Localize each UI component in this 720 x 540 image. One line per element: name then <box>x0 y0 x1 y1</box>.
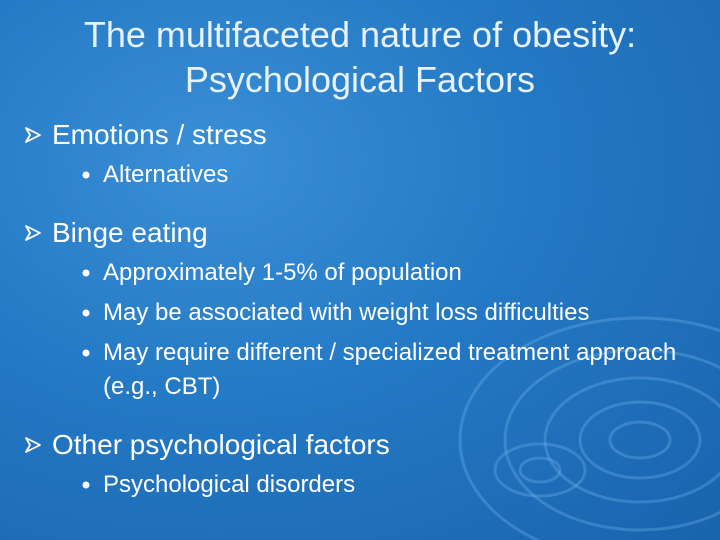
dot-bullet <box>82 171 90 179</box>
sub-bullet: Alternatives <box>82 158 704 192</box>
section: Binge eating Approximately 1-5% of popula… <box>24 216 704 404</box>
sub-bullet: May require different / specialized trea… <box>82 336 704 404</box>
sub-bullet-text: Psychological disorders <box>103 471 356 498</box>
section-text: Emotions / stress <box>52 119 267 150</box>
dot-bullet <box>82 481 90 489</box>
title: The multifaceted nature of obesity: Psyc… <box>0 12 720 102</box>
arrow-bullet <box>25 225 41 241</box>
title-line: The multifaceted nature of obesity: <box>83 14 637 55</box>
section: Emotions / stress Alternatives <box>24 118 704 192</box>
bullet-list: Emotions / stress Alternatives Binge eatin… <box>24 118 704 502</box>
sub-bullet-text: May require different / specialized trea… <box>103 339 677 400</box>
dot-bullet <box>82 269 90 277</box>
section: Other psychological factors Psychological… <box>24 428 704 502</box>
dot-bullet <box>82 349 90 357</box>
sub-bullet-text: Approximately 1-5% of population <box>103 259 462 286</box>
title-line: Psychological Factors <box>184 59 536 100</box>
section-heading: Other psychological factors <box>24 428 704 462</box>
sub-bullet: May be associated with weight loss diffi… <box>82 296 704 330</box>
arrow-bullet <box>25 127 41 143</box>
section-text: Other psychological factors <box>52 429 390 460</box>
arrow-bullet <box>25 437 41 453</box>
dot-bullet <box>82 309 90 317</box>
section-heading: Emotions / stress <box>24 118 704 152</box>
sub-bullet: Approximately 1-5% of population <box>82 256 704 290</box>
section-heading: Binge eating <box>24 216 704 250</box>
sub-bullet-text: May be associated with weight loss diffi… <box>103 299 590 326</box>
section-text: Binge eating <box>52 217 208 248</box>
sub-bullet: Psychological disorders <box>82 468 704 502</box>
sub-bullet-text: Alternatives <box>103 161 229 188</box>
